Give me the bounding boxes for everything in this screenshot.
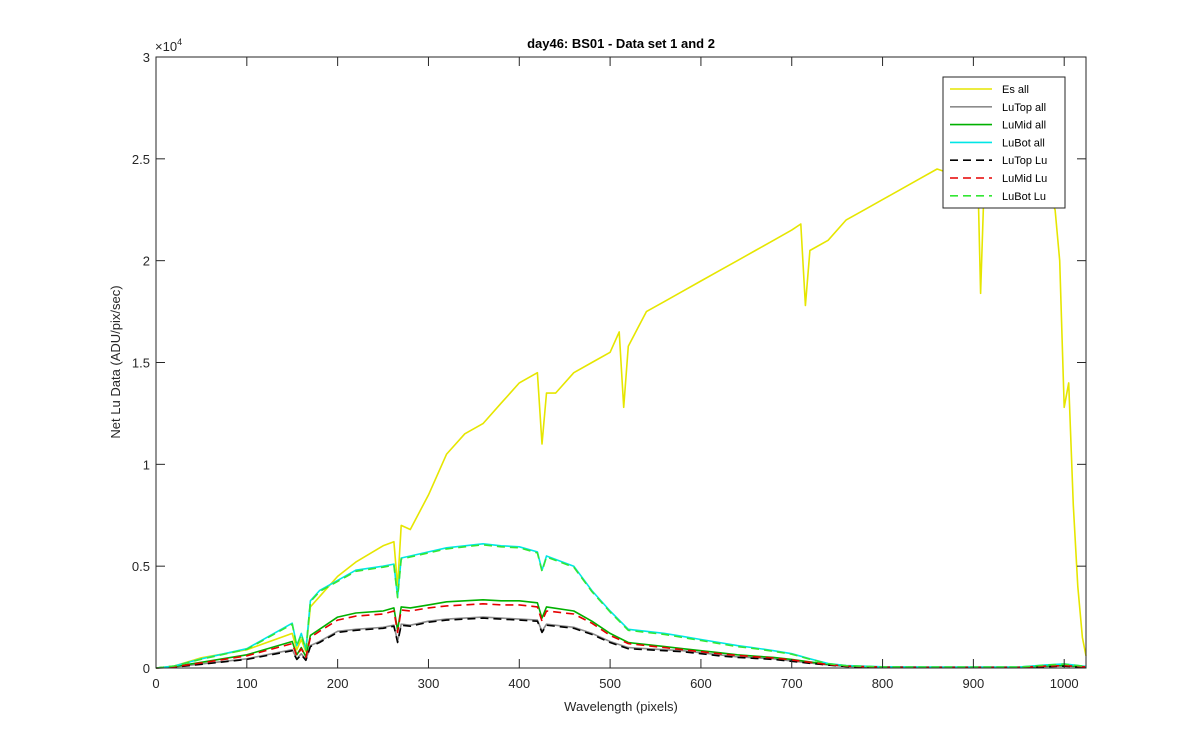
series-line-lubot-lu [155, 543, 1087, 669]
y-axis-exponent: ×104 [155, 37, 182, 54]
legend-entries: Es all LuTop all LuMid all LuBot all LuTop L… [950, 84, 1047, 203]
y-tick-label: 1.5 [132, 356, 150, 371]
legend-label: LuMid Lu [1002, 173, 1047, 185]
legend-label: LuBot Lu [1002, 191, 1046, 203]
x-tick-label: 1000 [1050, 676, 1079, 691]
legend-item-lubot-all[interactable]: LuBot all [950, 137, 1045, 149]
y-tick-label: 2.5 [132, 152, 150, 167]
legend-item-lumid-all[interactable]: LuMid all [950, 120, 1046, 132]
y-exponent-power: 4 [177, 37, 182, 47]
legend-item-lutop-lu[interactable]: LuTop Lu [950, 155, 1047, 167]
x-tick-label: 900 [963, 676, 985, 691]
y-axis-ticks: 0 0.5 1 1.5 2 2.5 3 [132, 50, 1086, 676]
x-tick-label: 300 [418, 676, 440, 691]
y-axis-label: Net Lu Data (ADU/pix/sec) [108, 285, 123, 438]
x-tick-label: 500 [599, 676, 621, 691]
y-exponent-base: ×10 [155, 39, 177, 54]
x-tick-label: 0 [152, 676, 159, 691]
legend-item-es-all[interactable]: Es all [950, 84, 1029, 96]
legend-item-lumid-lu[interactable]: LuMid Lu [950, 173, 1047, 185]
x-tick-label: 400 [508, 676, 530, 691]
legend-label: Es all [1002, 84, 1029, 96]
legend-label: LuMid all [1002, 120, 1046, 132]
x-axis-label: Wavelength (pixels) [564, 699, 678, 714]
legend-label: LuBot all [1002, 137, 1045, 149]
legend-item-lubot-lu[interactable]: LuBot Lu [950, 191, 1046, 203]
legend-label: LuTop Lu [1002, 155, 1047, 167]
chart-title: day46: BS01 - Data set 1 and 2 [527, 36, 715, 51]
legend-label: LuTop all [1002, 102, 1046, 114]
x-tick-label: 600 [690, 676, 712, 691]
x-axis-ticks: 0 100 200 300 400 500 600 700 800 900 1000 [152, 57, 1079, 691]
y-tick-label: 1 [143, 457, 150, 472]
y-tick-label: 0.5 [132, 559, 150, 574]
y-tick-label: 2 [143, 254, 150, 269]
x-tick-label: 700 [781, 676, 803, 691]
x-tick-label: 100 [236, 676, 258, 691]
x-tick-label: 800 [872, 676, 894, 691]
series-line-lutop-lu [155, 617, 1087, 669]
y-tick-label: 3 [143, 50, 150, 65]
x-tick-label: 200 [327, 676, 349, 691]
legend[interactable]: Es all LuTop all LuMid all LuBot all LuTop L… [942, 76, 1066, 209]
y-tick-label: 0 [143, 661, 150, 676]
legend-item-lutop-all[interactable]: LuTop all [950, 102, 1046, 114]
